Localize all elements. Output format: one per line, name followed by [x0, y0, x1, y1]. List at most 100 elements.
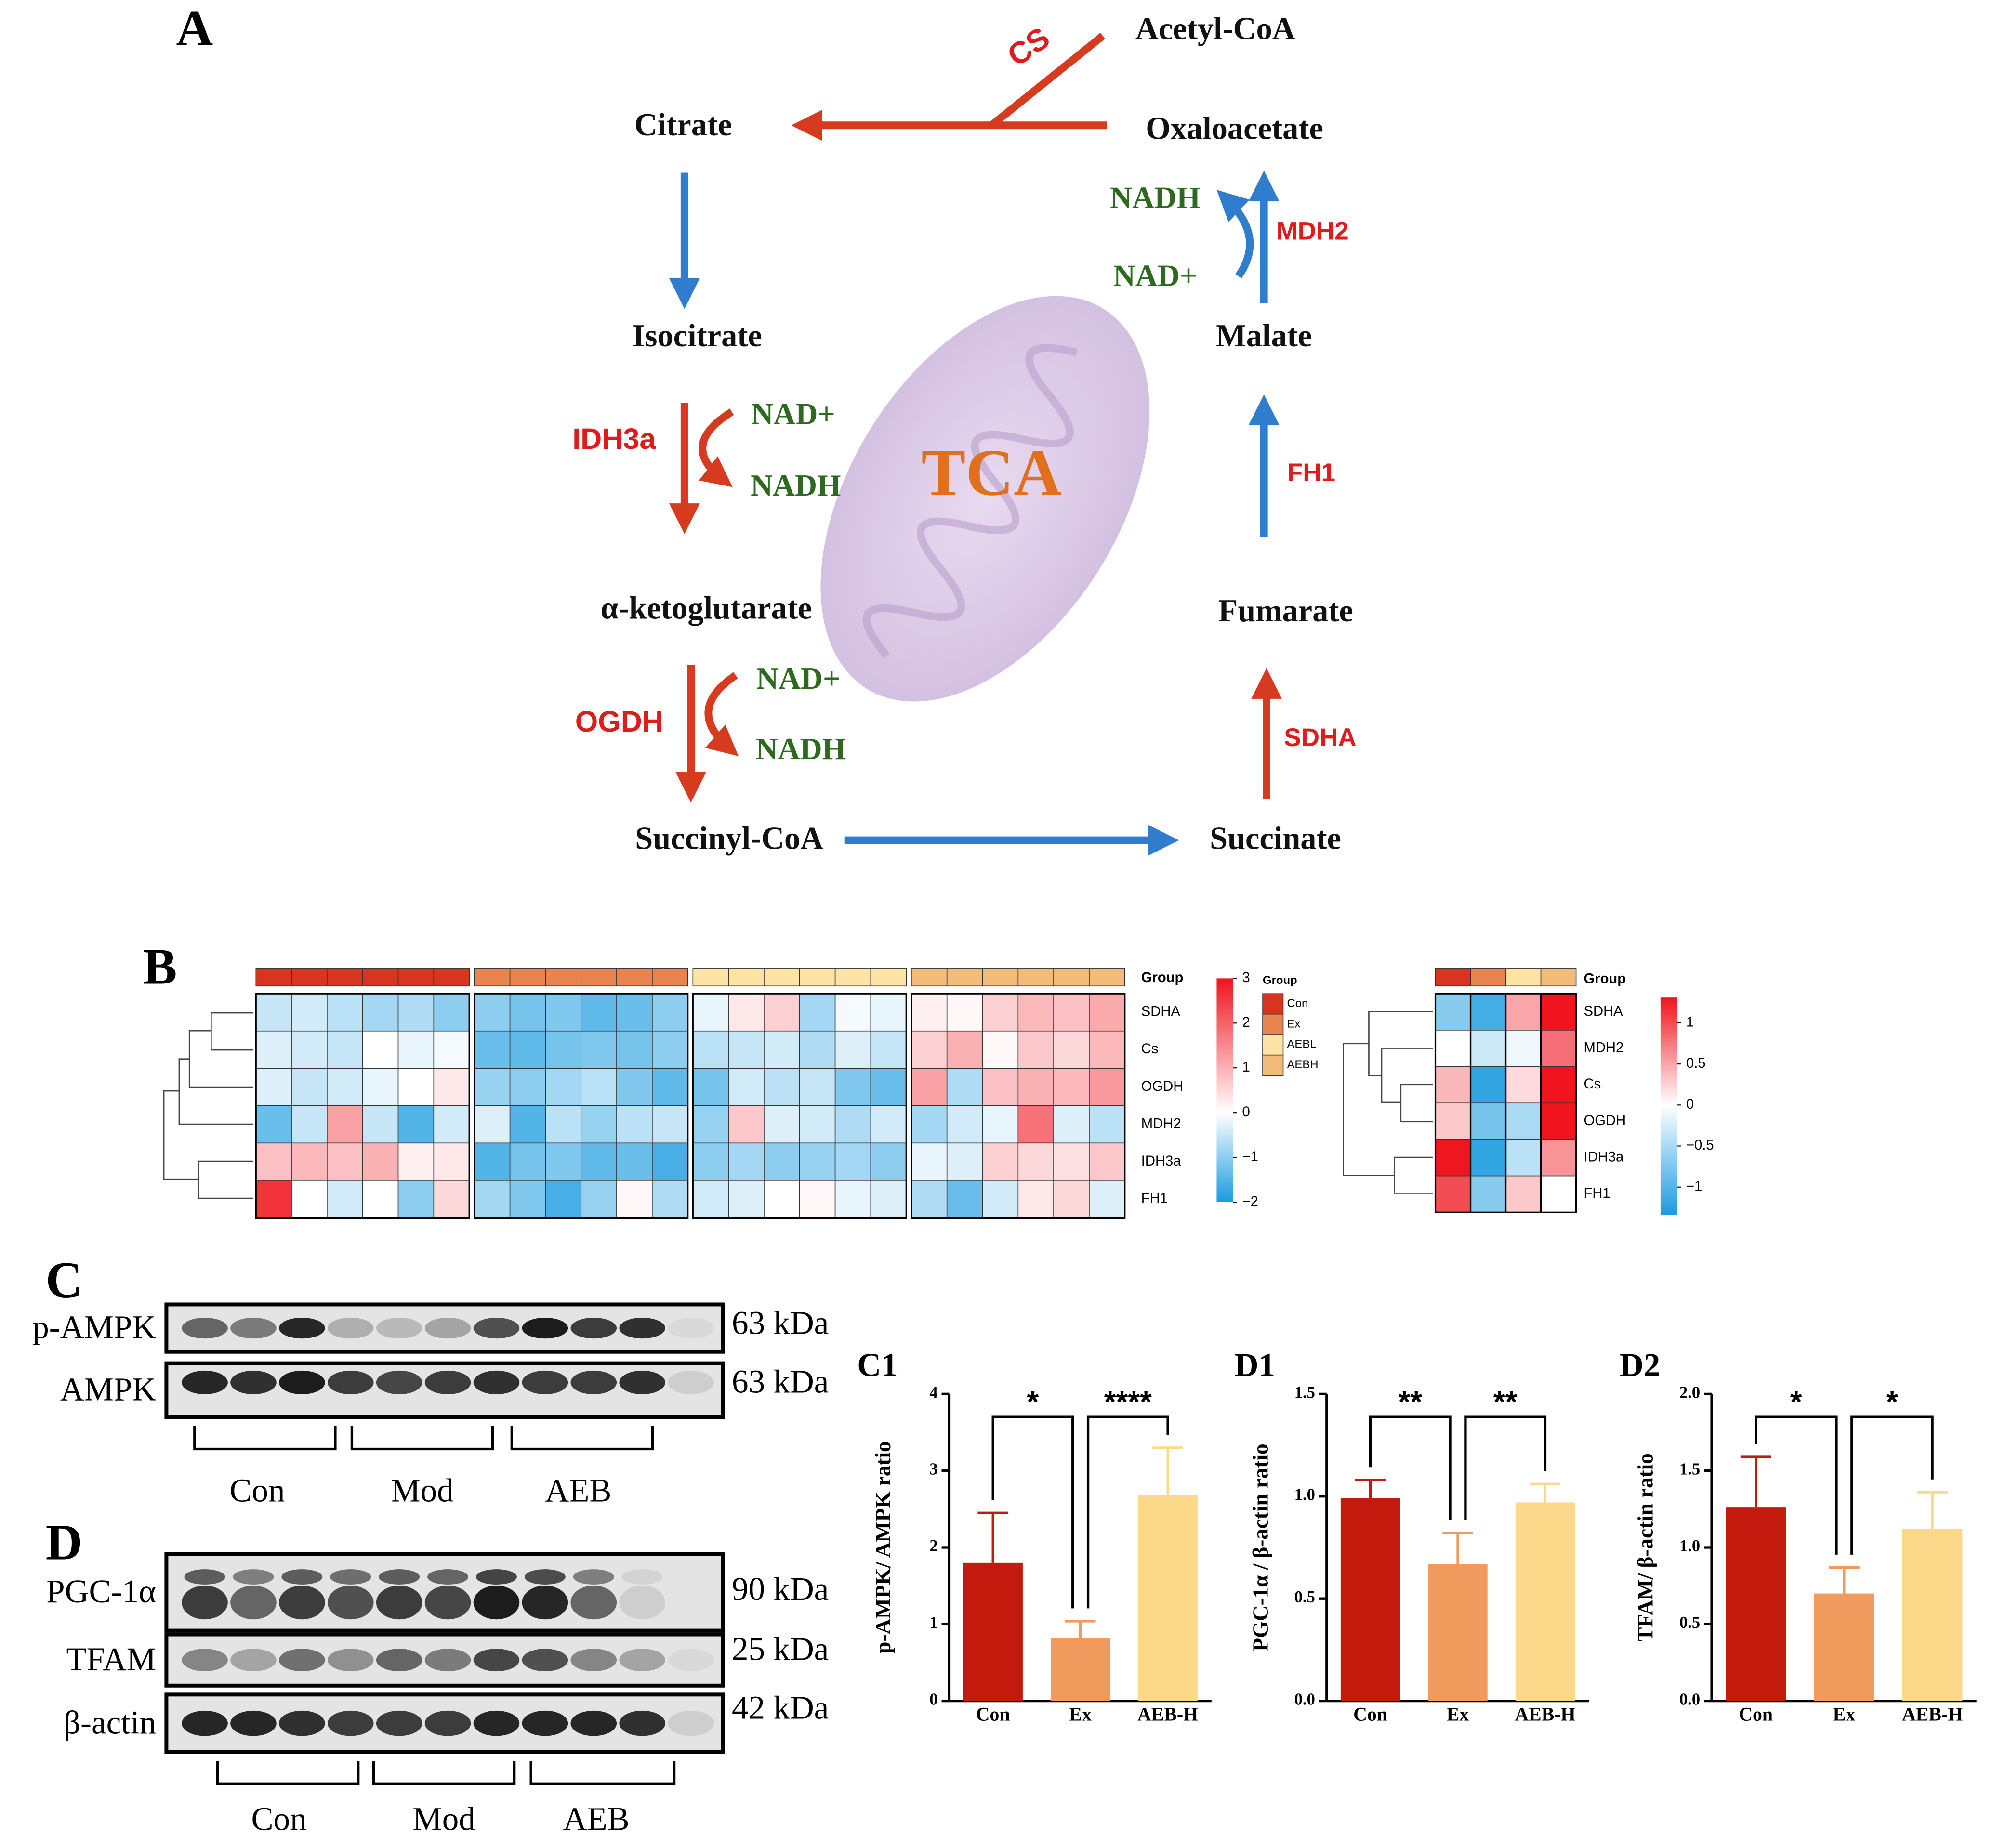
- heat-cell: [1017, 1030, 1054, 1069]
- group-frame: [474, 993, 689, 1219]
- heat-cell: [1470, 1066, 1506, 1104]
- bar: [1902, 1529, 1963, 1701]
- heat-cell: [327, 1105, 363, 1144]
- heat-cell: [581, 1068, 617, 1106]
- heat-cell: [291, 1180, 328, 1219]
- group-cell: [433, 968, 470, 987]
- heat-cell: [1053, 1180, 1090, 1219]
- blot-band: [668, 1710, 714, 1736]
- heat-cell: [982, 1105, 1019, 1144]
- group-label: Group: [1584, 971, 1626, 987]
- bar: [1726, 1507, 1786, 1701]
- blot-band: [327, 1649, 374, 1672]
- group-cell: [397, 968, 435, 987]
- heat-cell: [1435, 1139, 1471, 1177]
- heat-cell: [728, 1068, 765, 1106]
- panel-label: A: [176, 0, 213, 56]
- heat-cell: [870, 1068, 907, 1106]
- group-name: Mod: [391, 1471, 453, 1508]
- blot-band: [424, 1370, 471, 1394]
- x-tick-label: Con: [1353, 1704, 1387, 1725]
- heat-cell: [545, 1142, 582, 1181]
- colorbar-label: −0.5: [1686, 1138, 1714, 1153]
- blot-band: [522, 1370, 568, 1394]
- heat-cell: [982, 1030, 1019, 1069]
- error-bar: [1442, 1532, 1473, 1564]
- heat-cell: [946, 1030, 983, 1069]
- significance-bracket: [1850, 1415, 1934, 1555]
- blot-band: [230, 1710, 277, 1736]
- heat-cell: [834, 1068, 871, 1106]
- heat-cell: [474, 1105, 511, 1144]
- row-label: OGDH: [1584, 1113, 1626, 1128]
- heat-cell: [728, 993, 765, 1032]
- group-brackets: [193, 1426, 676, 1785]
- blot-band: [230, 1317, 277, 1339]
- heat-cell: [1540, 1030, 1577, 1067]
- heat-cell: [692, 1030, 729, 1069]
- blot-name: β-actin: [64, 1704, 156, 1741]
- blot-band: [424, 1586, 471, 1620]
- heat-cell: [911, 1030, 948, 1069]
- blot-band: [376, 1370, 422, 1394]
- blot-size: 42 kDa: [732, 1689, 829, 1726]
- heat-cell: [474, 1142, 511, 1181]
- heat-cell: [764, 1030, 800, 1069]
- heat-cell: [1053, 1068, 1090, 1106]
- heat-cell: [509, 1030, 546, 1069]
- metabolite: Citrate: [634, 107, 732, 143]
- heat-cell: [327, 1068, 363, 1106]
- error-bar: [1829, 1566, 1860, 1594]
- error-bar: [1917, 1491, 1948, 1529]
- blot-band: [473, 1649, 520, 1672]
- heat-cell: [652, 1180, 688, 1219]
- blot-name: AMPK: [60, 1371, 157, 1408]
- heat-cell: [1435, 1102, 1471, 1140]
- blot-band: [379, 1569, 420, 1585]
- group-frame: [692, 993, 907, 1219]
- x-tick-label: AEB-H: [1137, 1704, 1198, 1725]
- y-tick-label: 1.0: [1679, 1537, 1700, 1555]
- group-cell: [545, 968, 582, 987]
- colorbar-label: 0: [1242, 1104, 1250, 1120]
- heat-cell: [1505, 1102, 1542, 1140]
- blot-band: [573, 1569, 614, 1585]
- heat-cell: [255, 1068, 292, 1106]
- blot-band: [570, 1586, 617, 1620]
- heat-cell: [692, 1068, 729, 1106]
- blot-band: [182, 1317, 228, 1339]
- blot-name: TFAM: [66, 1640, 157, 1678]
- y-axis-label: TFAM/ β-actin ratio: [1634, 1453, 1658, 1641]
- heat-cell: [545, 1068, 582, 1106]
- blot-band: [619, 1317, 665, 1339]
- blot-band: [522, 1586, 568, 1620]
- group-name: AEB: [563, 1800, 630, 1837]
- group-cell: [509, 968, 546, 987]
- colorbar-label: −1: [1686, 1179, 1702, 1194]
- heat-cell: [652, 993, 688, 1032]
- y-tick-label: 1.5: [1679, 1460, 1700, 1479]
- colorbar-label: 2: [1242, 1015, 1250, 1030]
- y-tick-label: 1: [929, 1613, 937, 1632]
- x-tick-label: Ex: [1069, 1704, 1092, 1725]
- heat-cell: [255, 1105, 292, 1144]
- heat-cell: [799, 1068, 836, 1106]
- group-cell: [946, 968, 983, 987]
- y-tick-label: 2: [929, 1537, 937, 1555]
- mitochondrion: [820, 296, 1150, 702]
- group-cell: [764, 968, 800, 987]
- panel-label: C: [46, 1251, 83, 1308]
- group-cell: [1435, 968, 1471, 987]
- heat-cell: [509, 1142, 546, 1181]
- cofactor: NAD+: [1113, 258, 1197, 292]
- blot-band: [427, 1569, 469, 1585]
- heat-cell: [692, 1105, 729, 1144]
- group-cell: [652, 968, 688, 987]
- group-name: Con: [229, 1471, 285, 1508]
- blot-band: [424, 1317, 471, 1339]
- colorbar: [1660, 997, 1677, 1215]
- error-bar: [1355, 1479, 1386, 1499]
- significance-label: ****: [1104, 1384, 1152, 1419]
- heat-cell: [433, 1105, 470, 1144]
- heat-cell: [764, 1068, 800, 1106]
